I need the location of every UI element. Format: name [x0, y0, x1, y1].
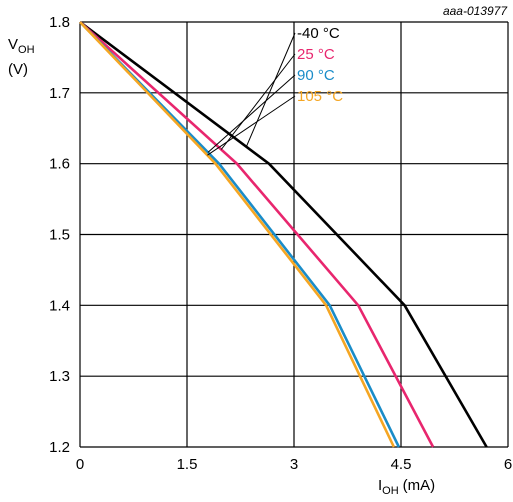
series-line-1 — [79, 21, 435, 448]
legend-label-1: 25 °C — [297, 46, 335, 63]
y-axis-label-main: V — [8, 36, 18, 53]
y-tick-label: 1.2 — [49, 439, 70, 456]
x-tick-label: 6 — [504, 456, 512, 473]
x-axis-label-main: I — [378, 477, 382, 494]
x-tick-label: 4.5 — [391, 456, 412, 473]
legend-label-0: -40 °C — [297, 25, 340, 42]
series-line-2 — [79, 21, 401, 448]
x-tick-label: 0 — [76, 456, 84, 473]
legend-leader-3 — [207, 95, 296, 156]
x-axis-label-unit: (mA) — [403, 477, 436, 494]
tick-labels: 0 1.5 3 4.5 6 1.2 1.3 1.4 1.5 1.6 1.7 1.8 — [49, 14, 512, 473]
x-axis-title: IOH (mA) — [378, 477, 435, 497]
legend-leader-lines — [207, 32, 296, 156]
series-line-0 — [79, 20, 488, 448]
legend-leader-2 — [207, 74, 296, 153]
y-tick-label: 1.4 — [49, 297, 70, 314]
y-tick-label: 1.7 — [49, 85, 70, 102]
y-axis-label-sub: OH — [18, 44, 35, 56]
y-axis-title: VOH — [8, 36, 35, 56]
y-tick-label: 1.3 — [49, 368, 70, 385]
x-axis-label-sub: OH — [382, 485, 399, 497]
y-axis-unit: (V) — [8, 61, 28, 78]
figure-id: aaa-013977 — [443, 4, 508, 18]
legend-leader-0 — [245, 32, 296, 147]
y-tick-label: 1.8 — [49, 14, 70, 31]
legend-leader-1 — [220, 53, 296, 150]
x-tick-label: 1.5 — [177, 456, 198, 473]
series-line-3 — [79, 21, 396, 448]
legend-label-2: 90 °C — [297, 67, 335, 84]
legend: -40 °C 25 °C 90 °C 105 °C — [297, 25, 343, 105]
legend-label-3: 105 °C — [297, 88, 343, 105]
series-lines — [79, 20, 488, 448]
x-tick-label: 3 — [290, 456, 298, 473]
y-tick-label: 1.6 — [49, 156, 70, 173]
y-tick-label: 1.5 — [49, 227, 70, 244]
